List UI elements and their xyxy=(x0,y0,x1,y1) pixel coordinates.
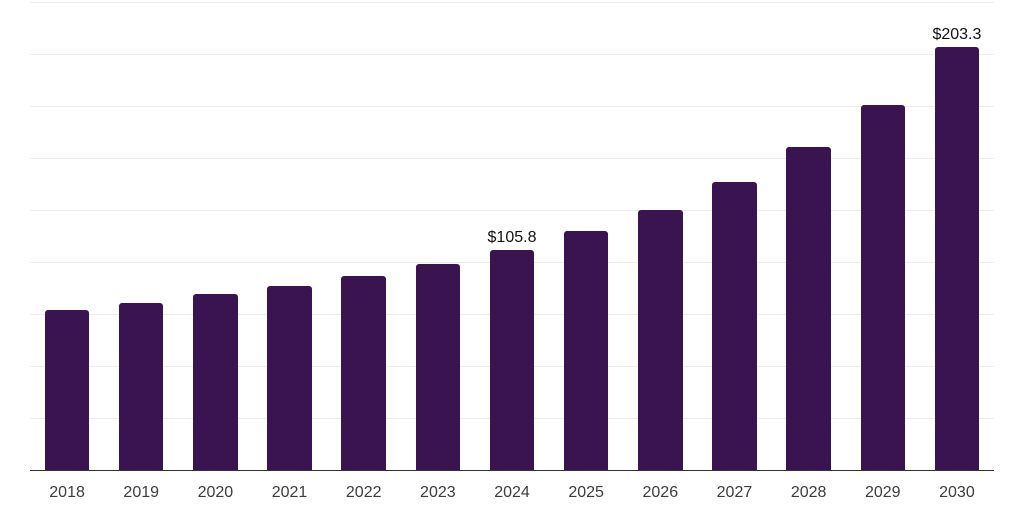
bar-2024[interactable] xyxy=(489,250,535,471)
bar-2020[interactable] xyxy=(193,294,238,471)
bar-2029[interactable] xyxy=(860,104,906,471)
x-tick-2026: 2026 xyxy=(642,484,679,501)
gridline xyxy=(30,158,994,160)
bar-value-label-2030: $203.3 xyxy=(932,26,982,44)
bar-2019[interactable] xyxy=(118,303,164,471)
bar-2025[interactable] xyxy=(563,231,609,471)
bar-2026[interactable] xyxy=(638,210,683,471)
x-tick-2029: 2029 xyxy=(864,484,901,501)
bar-2023[interactable] xyxy=(415,263,461,471)
x-tick-2030: 2030 xyxy=(939,484,975,501)
gridline xyxy=(30,210,994,212)
x-tick-2028: 2028 xyxy=(790,484,827,501)
gridline xyxy=(30,106,994,108)
bar-2021[interactable] xyxy=(267,285,312,471)
x-tick-2027: 2027 xyxy=(716,484,753,501)
x-tick-2018: 2018 xyxy=(49,484,85,501)
bar-2018[interactable] xyxy=(44,310,90,471)
bar-2022[interactable] xyxy=(341,276,386,471)
x-tick-2022: 2022 xyxy=(345,484,382,501)
bar-value-label-2024: $105.8 xyxy=(487,229,537,247)
x-tick-2019: 2019 xyxy=(123,484,160,501)
x-tick-2021: 2021 xyxy=(271,484,308,501)
x-tick-2020: 2020 xyxy=(197,484,234,501)
bar-2028[interactable] xyxy=(786,146,831,471)
gridline xyxy=(30,2,994,3)
bar-2027[interactable] xyxy=(712,182,757,471)
x-axis-line xyxy=(30,470,994,472)
x-tick-2025: 2025 xyxy=(568,484,604,501)
gridline xyxy=(30,54,994,56)
x-tick-2024: 2024 xyxy=(494,484,530,501)
bar-2030[interactable] xyxy=(934,47,980,471)
x-tick-2023: 2023 xyxy=(420,484,456,501)
